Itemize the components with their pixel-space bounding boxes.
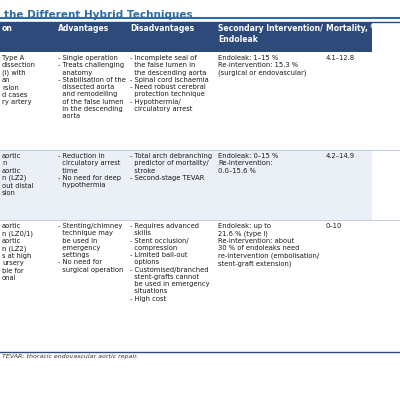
Bar [324, 22, 372, 52]
Text: 4.2–14.9: 4.2–14.9 [326, 153, 355, 159]
Bar [56, 22, 128, 52]
Bar [56, 150, 128, 220]
Bar [128, 22, 216, 52]
Bar [0, 150, 56, 220]
Text: Mortality, %: Mortality, % [326, 24, 378, 34]
Text: Endoleak: up to
21.6 % (type I)
Re-intervention: about
30 % of endoleaks need
re: Endoleak: up to 21.6 % (type I) Re-inter… [218, 223, 319, 267]
Bar [128, 150, 216, 220]
Text: 4.1–12.8: 4.1–12.8 [326, 55, 355, 61]
Text: TEVAR: thoracic endovascular aortic repair.: TEVAR: thoracic endovascular aortic repa… [2, 354, 138, 359]
Text: - Stenting/chimney
  technique may
  be used in
  emergency
  settings
- No need: - Stenting/chimney technique may be used… [58, 223, 123, 273]
Bar [324, 52, 372, 150]
Bar [324, 150, 372, 220]
Bar [56, 52, 128, 150]
Text: - Requires advanced
  skills
- Stent occlusion/
  compression
- Limited bail-out: - Requires advanced skills - Stent occlu… [130, 223, 210, 302]
Text: Endoleak: 1–15 %
Re-intervention: 15.3 %
(surgical or endovascular): Endoleak: 1–15 % Re-intervention: 15.3 %… [218, 55, 306, 76]
Bar [216, 52, 324, 150]
Text: Type A
dissection
(I) with
an
rsion
d cases
ry artery: Type A dissection (I) with an rsion d ca… [2, 55, 36, 105]
Text: - Incomplete seal of
  the false lumen in
  the descending aorta
- Spinal cord i: - Incomplete seal of the false lumen in … [130, 55, 209, 112]
Text: - Total arch debranching
  predictor of mortality/
  stroke
- Second-stage TEVAR: - Total arch debranching predictor of mo… [130, 153, 212, 181]
Text: Endoleak: 0–15 %
Re-intervention:
0.0–15.6 %: Endoleak: 0–15 % Re-intervention: 0.0–15… [218, 153, 278, 174]
Text: Disadvantages: Disadvantages [130, 24, 194, 34]
Bar [216, 22, 324, 52]
Bar [56, 220, 128, 352]
Text: Advantages: Advantages [58, 24, 109, 34]
Text: aortic
n
aortic
n (LZ2)
out distal
sion: aortic n aortic n (LZ2) out distal sion [2, 153, 34, 196]
Text: the Different Hybrid Techniques: the Different Hybrid Techniques [4, 10, 193, 20]
Text: Secondary Intervention/
Endoleak: Secondary Intervention/ Endoleak [218, 24, 323, 44]
Text: - Single operation
- Treats challenging
  anatomy
- Stabilisation of the
  disse: - Single operation - Treats challenging … [58, 55, 126, 119]
Bar [324, 220, 372, 352]
Bar [128, 52, 216, 150]
Bar [0, 52, 56, 150]
Text: aortic
n (LZ0/1)
aortic
n (LZ2)
s at high
ursery
ble for
onal: aortic n (LZ0/1) aortic n (LZ2) s at hig… [2, 223, 33, 281]
Bar [216, 220, 324, 352]
Text: on: on [2, 24, 13, 34]
Bar [0, 22, 56, 52]
Bar [0, 220, 56, 352]
Bar [128, 220, 216, 352]
Text: 0–10: 0–10 [326, 223, 342, 229]
Bar [216, 150, 324, 220]
Text: - Reduction in
  circulatory arrest
  time
- No need for deep
  hypothermia: - Reduction in circulatory arrest time -… [58, 153, 121, 188]
